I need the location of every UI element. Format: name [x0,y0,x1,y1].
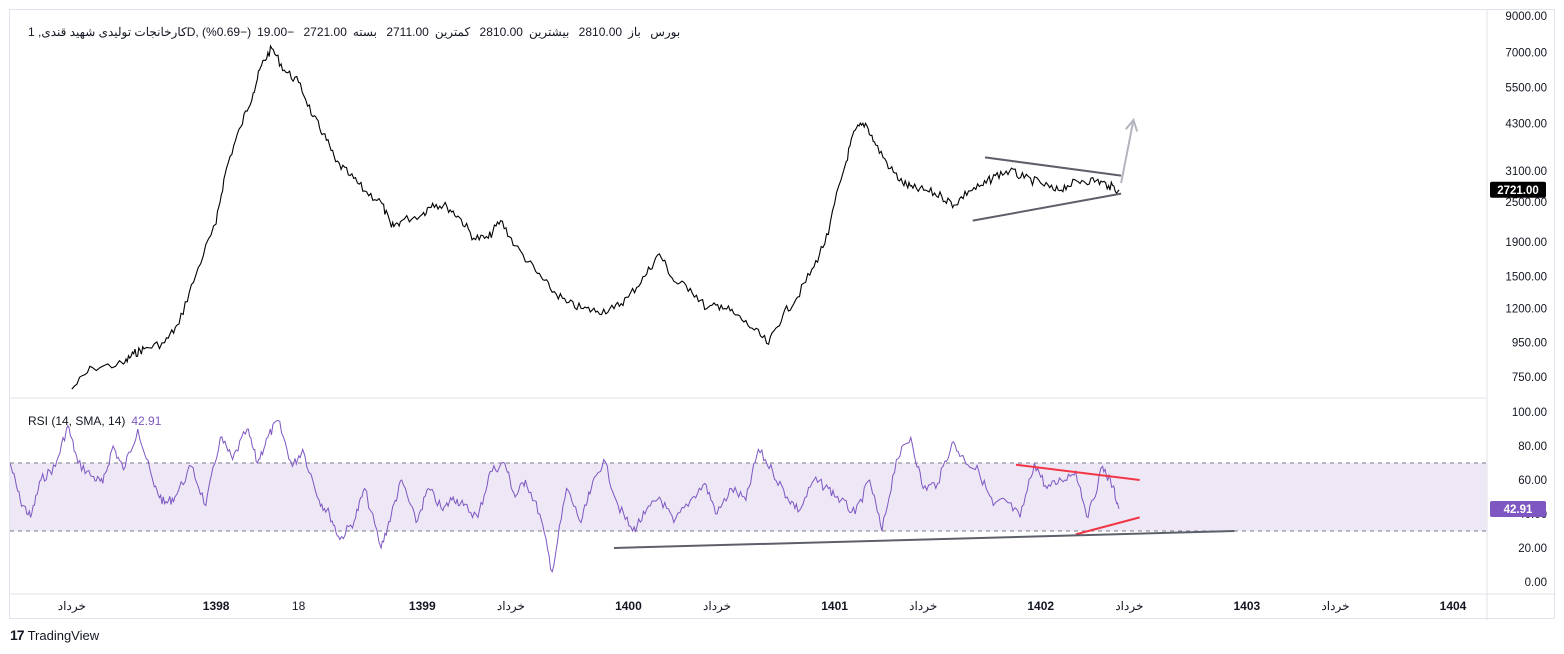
tradingview-name: TradingView [27,627,100,643]
rsi-label[interactable]: RSI (14, SMA, 14) [28,414,126,428]
time-tick-label: خرداد [909,599,937,613]
time-tick-label: خرداد [1321,599,1349,613]
change-percent: (−0.69%) [202,25,252,39]
rsi-value-badge-bg [1490,501,1546,518]
symbol-title[interactable]: کارخانجات تولیدی شهید قندی, 1D, بورس [28,25,681,39]
price-tick-label: 1500.00 [1505,271,1547,283]
price-tick-label: 7000.00 [1505,48,1547,60]
time-tick-label: خرداد [1115,599,1143,613]
high-value: 2810.00 [479,25,523,39]
high-label: بیشترین [528,25,570,39]
price-series-line[interactable] [71,44,1120,390]
price-tick-label: 2500.00 [1505,197,1547,209]
price-axis[interactable]: 9000.00 7000.00 5500.00 4300.00 3100.00 2500.… [1505,11,1547,384]
rsi-tick-label: 60.00 [1518,475,1547,487]
time-tick-label: خرداد [497,599,525,613]
low-value: 2711.00 [386,25,429,39]
close-label: بسته [352,25,377,39]
time-tick-label: 1402 [1027,599,1054,613]
price-tick-label: 9000.00 [1505,11,1547,23]
time-tick-label: 1399 [409,599,436,613]
time-tick-label: 1401 [821,599,848,613]
rsi-tick-label: 0.00 [1525,577,1547,589]
price-tick-label: 1200.00 [1505,304,1547,316]
price-tick-label: 4300.00 [1505,118,1547,130]
price-tick-label: 3100.00 [1505,166,1547,178]
rsi-tick-label: 20.00 [1518,543,1547,555]
rsi-series-line[interactable] [10,419,1120,574]
rsi-legend: RSI (14, SMA, 14) 42.91 [28,414,161,428]
price-plot[interactable] [71,44,1120,390]
last-price-badge-bg [1490,181,1546,198]
change-value: −19.00 [257,25,295,39]
time-tick-label: خرداد [703,599,731,613]
last-price-badge: 2721.00 [1497,185,1539,197]
rsi-tick-label: 100.00 [1512,407,1547,419]
triangle-upper-trendline[interactable] [984,156,1122,177]
time-tick-label: 18 [292,599,306,613]
time-tick-label: 1404 [1440,599,1467,613]
rsi-overbought-oversold-band [10,463,1487,531]
rsi-value-badge: 42.91 [1504,504,1533,516]
open-value: 2810.00 [578,25,623,39]
time-tick-label: 1400 [615,599,642,613]
time-tick-label: خرداد [58,599,86,613]
triangle-lower-trendline[interactable] [972,192,1122,222]
value-badges: 2721.00 42.91 [1490,181,1546,518]
time-axis[interactable]: خرداد 1398 18 1399 خرداد 1400 خرداد 1401 خرداد 14… [58,599,1467,613]
close-value: 2721.00 [303,25,347,39]
rsi-lower-trendline[interactable] [1075,516,1140,536]
time-tick-label: 1398 [203,599,230,613]
time-tick-label: 1403 [1234,599,1261,613]
low-label: کمترین [434,25,471,39]
chart-svg[interactable]: 9000.00 7000.00 5500.00 4300.00 3100.00 2500.… [10,10,1556,620]
rsi-support-trendline[interactable] [613,530,1235,549]
forecast-arrow[interactable] [1120,119,1135,184]
tradingview-mark-icon: 17 [10,627,25,643]
price-tick-label: 1900.00 [1505,237,1547,249]
price-legend: کارخانجات تولیدی شهید قندی, 1D, بورس باز… [28,25,686,39]
price-tick-label: 5500.00 [1505,83,1547,95]
chart-frame[interactable]: 9000.00 7000.00 5500.00 4300.00 3100.00 2500.… [9,9,1556,620]
rsi-tick-label: 80.00 [1518,441,1547,453]
tradingview-logo[interactable]: 17 TradingView [10,627,99,643]
rsi-value: 42.91 [131,414,162,428]
price-tick-label: 750.00 [1512,372,1547,384]
rsi-plot[interactable] [10,419,1120,574]
price-tick-label: 950.00 [1512,338,1547,350]
forecast-arrow-head [1125,117,1139,132]
open-label: باز [628,25,641,39]
drawings[interactable] [613,117,1235,549]
rsi-band [10,462,1487,532]
rsi-upper-trendline[interactable] [1015,463,1140,481]
